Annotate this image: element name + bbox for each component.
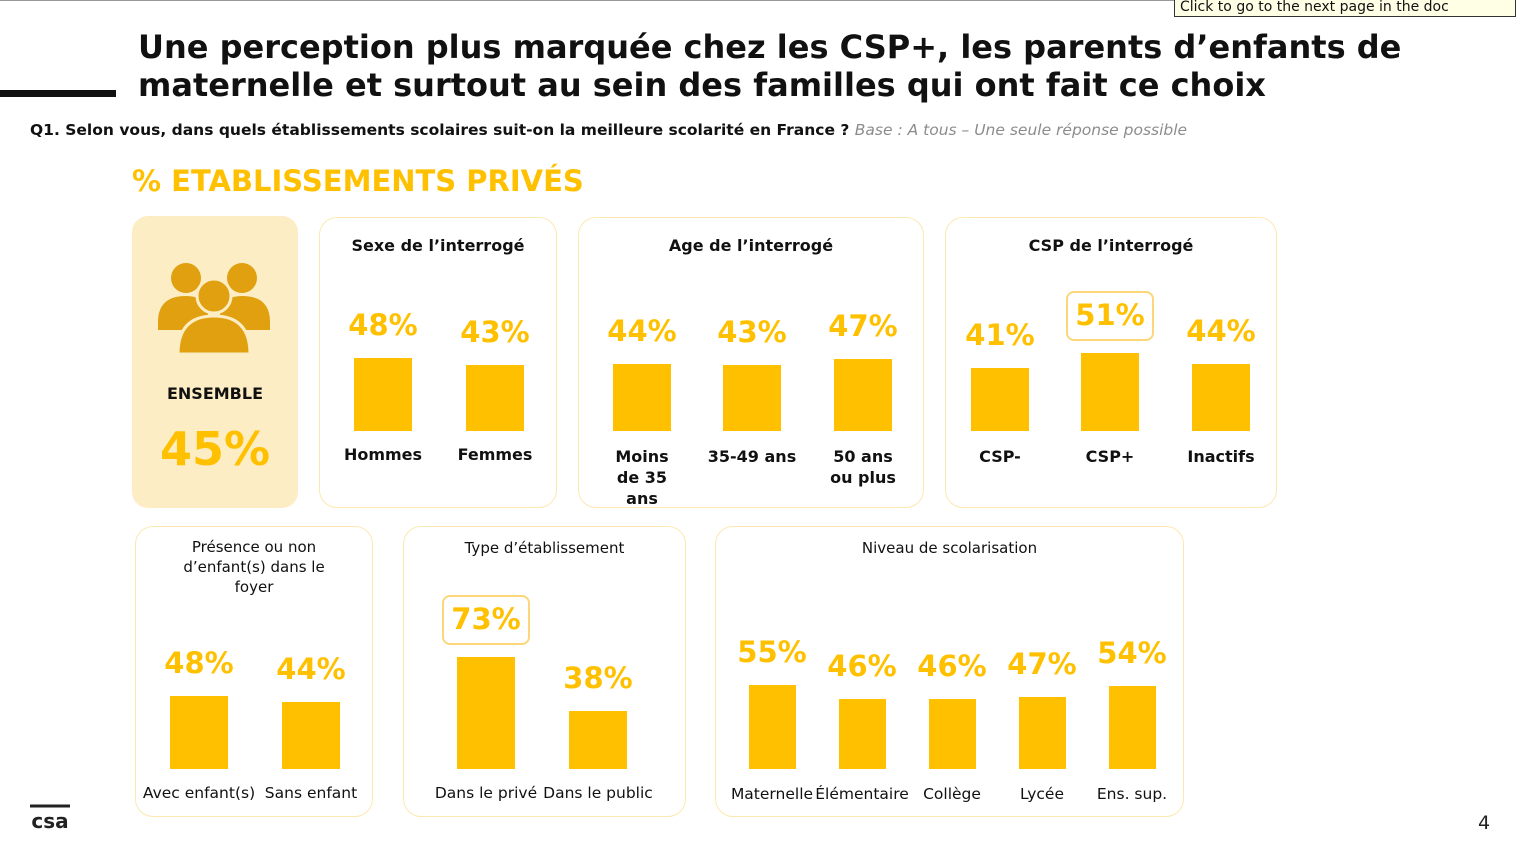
bar-5 bbox=[1108, 686, 1156, 769]
group-title: Age de l’interrogé bbox=[668, 236, 834, 255]
group-title: Type d’établissement bbox=[464, 539, 625, 557]
bar-3 bbox=[1192, 363, 1250, 431]
data-label-2: 46% bbox=[827, 648, 897, 683]
group-title: Sexe de l’interrogé bbox=[351, 236, 525, 255]
data-label-1: 55% bbox=[737, 634, 807, 669]
bar-2 bbox=[723, 365, 781, 431]
data-label-2: 38% bbox=[563, 660, 633, 695]
bar-3 bbox=[834, 359, 892, 431]
category-label-1: Moins de 35 ans bbox=[615, 447, 669, 508]
bar-1 bbox=[170, 695, 228, 769]
bar-1 bbox=[457, 657, 515, 769]
section-title: % ETABLISSEMENTS PRIVÉS bbox=[132, 164, 584, 198]
bar-2 bbox=[466, 365, 524, 431]
bar-2 bbox=[282, 701, 340, 769]
csa-logo: csa bbox=[30, 804, 70, 832]
data-label-2: 51% bbox=[1066, 290, 1154, 341]
data-label-1: 41% bbox=[965, 318, 1035, 353]
bar-4 bbox=[1018, 697, 1066, 769]
data-label-5: 54% bbox=[1097, 636, 1167, 671]
category-label-3: Inactifs bbox=[1187, 447, 1255, 466]
top-border bbox=[0, 0, 1516, 1]
group-niveau-scolarisation: Niveau de scolarisation 55% Maternelle 46%… bbox=[715, 526, 1184, 817]
bar-2 bbox=[569, 710, 627, 769]
category-label-2: Dans le public bbox=[543, 784, 653, 802]
group-title: Présence ou non d’enfant(s) dans le foye… bbox=[183, 538, 325, 596]
group-title: Niveau de scolarisation bbox=[861, 539, 1038, 557]
category-label-1: Avec enfant(s) bbox=[142, 784, 256, 802]
group-type-etablissement: Type d’établissement 73% Dans le privé 38%… bbox=[403, 526, 686, 817]
slide-title: Une perception plus marquée chez les CSP… bbox=[138, 28, 1402, 104]
category-label-1: CSP- bbox=[979, 447, 1021, 466]
category-label-2: Femmes bbox=[457, 445, 533, 464]
bar-1 bbox=[354, 357, 412, 431]
page-number: 4 bbox=[1478, 812, 1491, 834]
next-page-tooltip: Click to go to the next page in the doc bbox=[1174, 0, 1516, 17]
bar-1 bbox=[971, 368, 1029, 431]
category-label-5: Ens. sup. bbox=[1096, 785, 1168, 803]
ensemble-label: ENSEMBLE bbox=[166, 384, 263, 403]
category-label-1: Dans le privé bbox=[434, 784, 538, 802]
title-accent-bar bbox=[0, 90, 116, 97]
ensemble-value: 45% bbox=[159, 422, 271, 476]
logo-text: csa bbox=[31, 809, 68, 832]
group-enfants: Présence ou non d’enfant(s) dans le foye… bbox=[135, 526, 373, 817]
group-people-icon bbox=[158, 263, 270, 356]
data-label-3: 47% bbox=[828, 309, 898, 344]
bar-2 bbox=[1081, 352, 1139, 431]
data-label-3: 46% bbox=[917, 648, 987, 683]
data-label-3: 44% bbox=[1186, 313, 1256, 348]
group-age: Age de l’interrogé 44% Moins de 35 ans 43%… bbox=[578, 217, 924, 508]
bar-3 bbox=[928, 698, 976, 769]
category-label-2: 35-49 ans bbox=[707, 447, 797, 466]
group-title: CSP de l’interrogé bbox=[1028, 236, 1194, 255]
category-label-1: Hommes bbox=[343, 445, 423, 464]
category-label-1: Maternelle bbox=[730, 785, 814, 803]
data-label-1: 48% bbox=[164, 645, 234, 680]
group-csp: CSP de l’interrogé 41% CSP- 51% CSP+ 44% Inac… bbox=[945, 217, 1277, 508]
category-label-3: Collège bbox=[923, 785, 981, 803]
question-line: Q1. Selon vous, dans quels établissement… bbox=[30, 121, 1330, 139]
category-label-2: Sans enfant bbox=[264, 784, 358, 802]
data-label-2: 43% bbox=[460, 315, 530, 350]
bar-2 bbox=[838, 698, 886, 769]
data-label-1: 44% bbox=[607, 313, 677, 348]
category-label-2: Élémentaire bbox=[815, 785, 909, 803]
category-label-4: Lycée bbox=[1020, 785, 1064, 803]
data-label-1: 73% bbox=[442, 595, 530, 646]
group-sexe: Sexe de l’interrogé 48% Hommes 43% Femmes bbox=[319, 217, 557, 508]
category-label-3: 50 ans ou plus bbox=[830, 447, 896, 487]
question-text: Q1. Selon vous, dans quels établissement… bbox=[30, 121, 850, 139]
data-label-2: 44% bbox=[276, 651, 346, 686]
category-label-2: CSP+ bbox=[1085, 447, 1135, 466]
data-label-4: 47% bbox=[1007, 647, 1077, 682]
question-base: Base : A tous – Une seule réponse possib… bbox=[854, 121, 1188, 139]
data-label-2: 43% bbox=[717, 315, 787, 350]
bar-1 bbox=[748, 684, 796, 769]
ensemble-box: ENSEMBLE 45% bbox=[132, 216, 298, 508]
data-label-1: 48% bbox=[348, 307, 418, 342]
bar-1 bbox=[613, 363, 671, 431]
